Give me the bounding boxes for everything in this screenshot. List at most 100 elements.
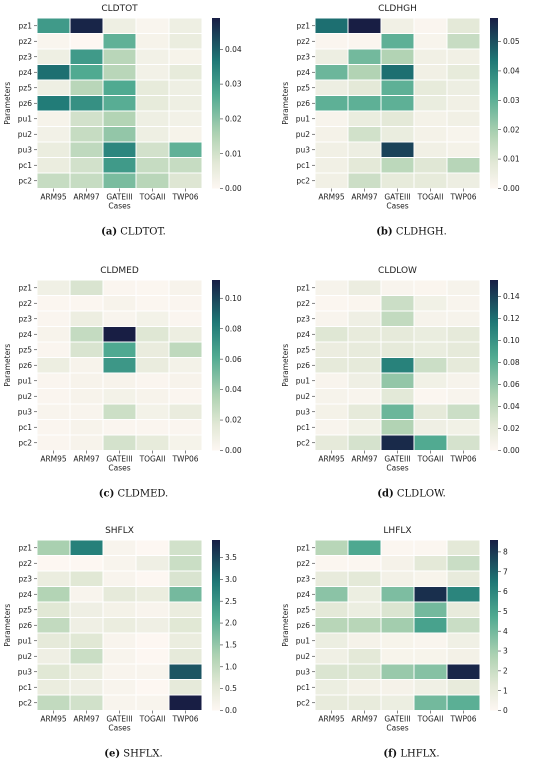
y-tick-label: pu1 bbox=[18, 636, 33, 645]
heatmap-cell bbox=[168, 434, 203, 451]
heatmap-cell bbox=[168, 48, 203, 65]
colorbar-tick-label: 0.5 bbox=[225, 684, 237, 693]
heatmap-cell bbox=[168, 279, 203, 296]
heatmap-cell bbox=[446, 601, 481, 618]
heatmap-cell bbox=[102, 172, 137, 189]
heatmap-cell bbox=[135, 33, 170, 50]
heatmap-cell bbox=[446, 434, 481, 451]
heatmap-cell bbox=[314, 279, 349, 296]
caption-letter: (d) bbox=[377, 489, 393, 500]
x-tick-label: TWP06 bbox=[449, 455, 476, 464]
heatmap-cell bbox=[446, 64, 481, 81]
heatmap-title: CLDMED bbox=[100, 266, 139, 276]
x-axis-label: Cases bbox=[386, 724, 408, 733]
heatmap-cell bbox=[135, 648, 170, 665]
x-axis-label: Cases bbox=[108, 724, 130, 733]
heatmap-cell bbox=[314, 295, 349, 312]
heatmap-cell bbox=[446, 403, 481, 420]
colorbar-tick-label: 0.05 bbox=[503, 37, 520, 46]
heatmap-cell bbox=[314, 357, 349, 374]
heatmap-cell bbox=[347, 295, 382, 312]
heatmap-cell bbox=[446, 648, 481, 665]
heatmap-cell bbox=[36, 539, 71, 556]
heatmap-cell bbox=[135, 555, 170, 572]
heatmap-cell bbox=[69, 570, 104, 587]
heatmap-cell bbox=[314, 95, 349, 112]
heatmap-cell bbox=[102, 326, 137, 343]
caption-letter: (b) bbox=[376, 227, 392, 238]
heatmap-cell bbox=[413, 33, 448, 50]
panel-caption: (a) CLDTOT. bbox=[101, 227, 166, 238]
heatmap-cell bbox=[69, 341, 104, 358]
heatmap-cell bbox=[69, 403, 104, 420]
heatmap-cell bbox=[446, 388, 481, 405]
y-axis-label: Parameters bbox=[3, 82, 12, 125]
heatmap-cell bbox=[69, 694, 104, 711]
y-tick-label: pz1 bbox=[19, 21, 33, 30]
y-tick-label: pu3 bbox=[296, 667, 311, 676]
heatmap-cell bbox=[168, 539, 203, 556]
y-tick-label: pz4 bbox=[19, 68, 33, 77]
colorbar-tick-label: 0.04 bbox=[225, 385, 242, 394]
heatmap-cell bbox=[69, 663, 104, 680]
heatmap-cell bbox=[413, 157, 448, 174]
colorbar-tick-label: 7 bbox=[503, 567, 508, 576]
heatmap-cell bbox=[135, 110, 170, 127]
heatmap-cell bbox=[69, 64, 104, 81]
heatmap-cell bbox=[413, 95, 448, 112]
heatmap-cell bbox=[36, 694, 71, 711]
x-tick-label: TWP06 bbox=[449, 193, 476, 202]
heatmap-cell bbox=[413, 279, 448, 296]
heatmap-cell bbox=[446, 632, 481, 649]
heatmap-cell bbox=[69, 95, 104, 112]
colorbar-tick-label: 0.06 bbox=[503, 380, 520, 389]
heatmap-title: SHFLX bbox=[105, 526, 134, 536]
heatmap-cell bbox=[314, 617, 349, 634]
heatmap-cell bbox=[69, 419, 104, 436]
y-tick-label: pz5 bbox=[19, 605, 33, 614]
heatmap-cell bbox=[168, 64, 203, 81]
heatmap-panel-cldlow: CLDLOW pz1 pz2 pz3 pz4 pz5 pz6 pu1 pu2 pu3 pc1 pc2 A… bbox=[281, 266, 520, 500]
heatmap-cell bbox=[380, 694, 415, 711]
heatmap-cell bbox=[347, 388, 382, 405]
x-tick-label: ARM97 bbox=[351, 715, 378, 724]
heatmap-cell bbox=[36, 79, 71, 96]
heatmap-cell bbox=[69, 632, 104, 649]
heatmap-cell bbox=[135, 64, 170, 81]
heatmap-cell bbox=[380, 632, 415, 649]
panel-caption: (f) LHFLX. bbox=[383, 749, 439, 760]
y-tick-label: pz2 bbox=[19, 559, 33, 568]
caption-letter: (a) bbox=[101, 227, 117, 238]
heatmap-cell bbox=[446, 341, 481, 358]
x-tick-label: ARM95 bbox=[318, 455, 345, 464]
heatmap-cell bbox=[446, 157, 481, 174]
y-tick-label: pc1 bbox=[18, 683, 32, 692]
heatmap-cell bbox=[380, 570, 415, 587]
colorbar-tick-label: 2 bbox=[503, 666, 508, 675]
heatmap-panel-cldmed: CLDMED pz1 pz2 pz3 pz4 pz5 pz6 pu1 pu2 pu3 pc1 pc2 A… bbox=[3, 266, 242, 500]
heatmap-cell bbox=[102, 64, 137, 81]
heatmap-cell bbox=[446, 279, 481, 296]
x-axis-label: Cases bbox=[108, 202, 130, 211]
heatmap-cell bbox=[168, 310, 203, 327]
heatmap-cell bbox=[380, 279, 415, 296]
heatmap-cell bbox=[135, 419, 170, 436]
heatmap-cell bbox=[314, 126, 349, 143]
heatmap-cell bbox=[347, 434, 382, 451]
colorbar-tick-label: 3 bbox=[503, 647, 508, 656]
colorbar-tick-label: 0.01 bbox=[225, 149, 242, 158]
heatmap-cell bbox=[69, 279, 104, 296]
y-tick-label: pz5 bbox=[297, 345, 311, 354]
heatmap-cell bbox=[102, 33, 137, 50]
heatmap-cell bbox=[314, 694, 349, 711]
heatmap-panel-cldhgh: CLDHGH pz1 pz2 pz3 pz4 pz5 pz6 pu1 pu2 pu3 pc1 pc2 A… bbox=[281, 4, 520, 238]
heatmap-cell bbox=[102, 372, 137, 389]
heatmap-cell bbox=[446, 357, 481, 374]
heatmap-cell bbox=[413, 141, 448, 158]
heatmap-cell bbox=[347, 679, 382, 696]
heatmap-cell bbox=[347, 126, 382, 143]
heatmap-cell bbox=[36, 33, 71, 50]
heatmap-cell bbox=[314, 570, 349, 587]
y-axis-label: Parameters bbox=[281, 344, 290, 387]
heatmap-cell bbox=[69, 617, 104, 634]
